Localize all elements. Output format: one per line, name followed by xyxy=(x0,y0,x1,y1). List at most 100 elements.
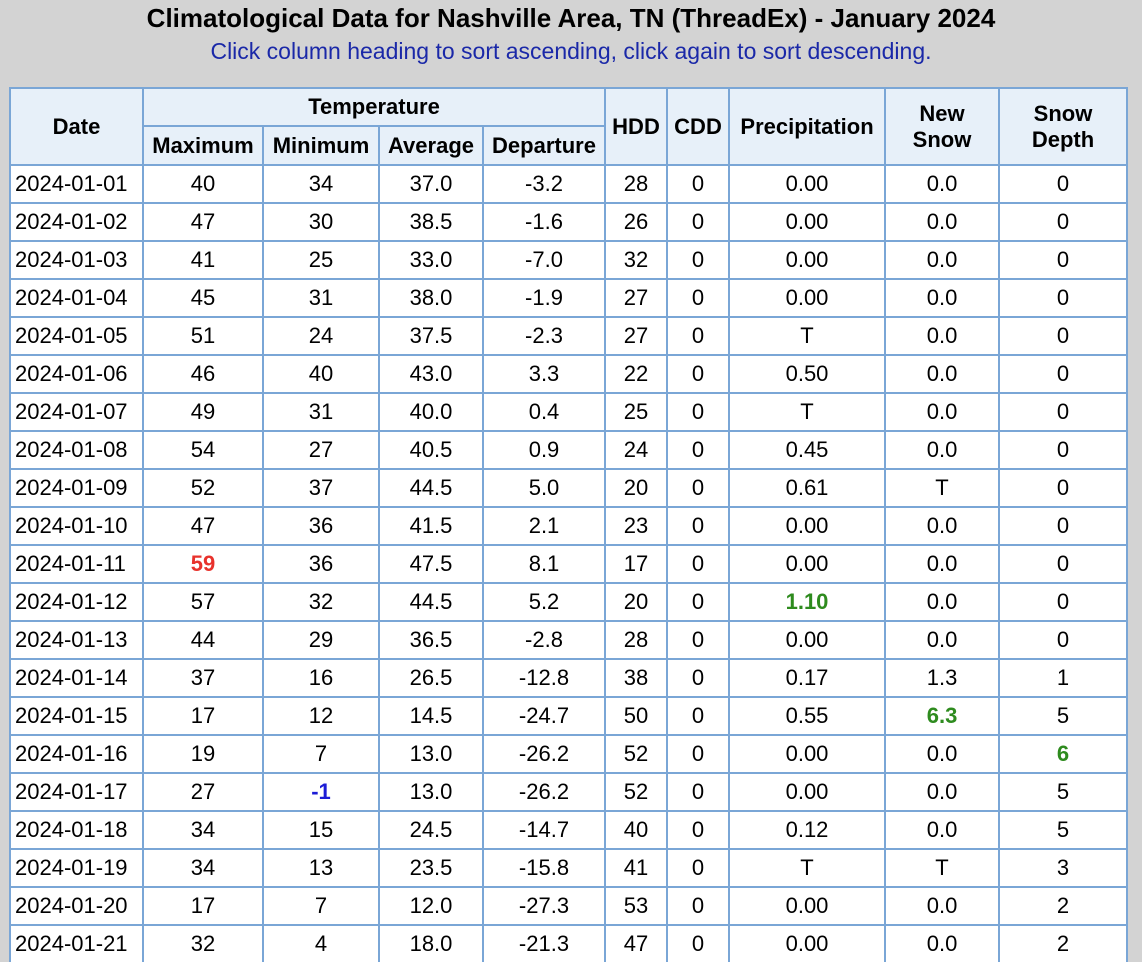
cell-cdd: 0 xyxy=(666,810,731,850)
table-row: 2024-01-21 32 4 18.0 -21.3 47 0 0.00 0.0 2 xyxy=(9,924,1129,962)
header-snow-depth-line2: Depth xyxy=(1031,126,1095,152)
cell-minimum: 30 xyxy=(262,202,380,242)
header-date[interactable]: Date xyxy=(9,87,144,166)
cell-hdd: 53 xyxy=(604,886,669,926)
cell-date: 2024-01-06 xyxy=(9,354,144,394)
cell-average: 36.5 xyxy=(378,620,484,660)
cell-cdd: 0 xyxy=(666,620,731,660)
cell-cdd: 0 xyxy=(666,886,731,926)
cell-maximum: 19 xyxy=(142,734,264,774)
header-maximum[interactable]: Maximum xyxy=(142,125,264,166)
cell-precipitation: 0.00 xyxy=(728,924,887,962)
cell-minimum: 34 xyxy=(262,164,380,204)
cell-precipitation: 0.00 xyxy=(728,240,887,280)
cell-precipitation: 0.00 xyxy=(728,544,887,584)
cell-average: 40.5 xyxy=(378,430,484,470)
cell-cdd: 0 xyxy=(666,316,731,356)
cell-departure: -24.7 xyxy=(481,696,607,736)
cell-minimum: 13 xyxy=(262,848,380,888)
header-cdd[interactable]: CDD xyxy=(666,87,731,166)
cell-snow-depth: 0 xyxy=(998,392,1129,432)
cell-departure: -15.8 xyxy=(481,848,607,888)
header-temperature-group: Temperature xyxy=(141,87,607,127)
cell-cdd: 0 xyxy=(666,772,731,812)
cell-cdd: 0 xyxy=(666,202,731,242)
header-average[interactable]: Average xyxy=(378,125,484,166)
cell-maximum: 17 xyxy=(142,886,264,926)
cell-new-snow: 0.0 xyxy=(884,620,1001,660)
cell-precipitation: T xyxy=(728,392,887,432)
cell-maximum: 47 xyxy=(142,506,264,546)
cell-date: 2024-01-20 xyxy=(9,886,144,926)
cell-new-snow: 0.0 xyxy=(884,582,1001,622)
cell-precipitation: T xyxy=(728,316,887,356)
header-departure[interactable]: Departure xyxy=(481,125,607,166)
cell-maximum: 46 xyxy=(142,354,264,394)
cell-hdd: 38 xyxy=(604,658,669,698)
cell-snow-depth: 5 xyxy=(998,810,1129,850)
cell-cdd: 0 xyxy=(666,468,731,508)
table-row: 2024-01-14 37 16 26.5 -12.8 38 0 0.17 1.3 1 xyxy=(9,658,1129,698)
cell-average: 23.5 xyxy=(378,848,484,888)
table-row: 2024-01-15 17 12 14.5 -24.7 50 0 0.55 6.3 5 xyxy=(9,696,1129,736)
cell-hdd: 23 xyxy=(604,506,669,546)
cell-snow-depth: 0 xyxy=(998,544,1129,584)
cell-departure: -27.3 xyxy=(481,886,607,926)
cell-departure: 8.1 xyxy=(481,544,607,584)
cell-new-snow: 1.3 xyxy=(884,658,1001,698)
header-hdd[interactable]: HDD xyxy=(604,87,669,166)
cell-snow-depth: 3 xyxy=(998,848,1129,888)
cell-average: 24.5 xyxy=(378,810,484,850)
cell-departure: -1.6 xyxy=(481,202,607,242)
cell-new-snow: T xyxy=(884,468,1001,508)
cell-average: 40.0 xyxy=(378,392,484,432)
cell-new-snow: 0.0 xyxy=(884,544,1001,584)
cell-cdd: 0 xyxy=(666,392,731,432)
header-precipitation[interactable]: Precipitation xyxy=(728,87,887,166)
cell-date: 2024-01-15 xyxy=(9,696,144,736)
cell-maximum: 40 xyxy=(142,164,264,204)
cell-minimum: 7 xyxy=(262,734,380,774)
cell-minimum: 31 xyxy=(262,392,380,432)
cell-new-snow: 0.0 xyxy=(884,240,1001,280)
cell-maximum: 17 xyxy=(142,696,264,736)
cell-maximum: 44 xyxy=(142,620,264,660)
cell-departure: -26.2 xyxy=(481,772,607,812)
page-title: Climatological Data for Nashville Area, … xyxy=(146,3,996,33)
cell-new-snow: 0.0 xyxy=(884,506,1001,546)
cell-hdd: 17 xyxy=(604,544,669,584)
cell-new-snow: 0.0 xyxy=(884,316,1001,356)
table-row: 2024-01-11 59 36 47.5 8.1 17 0 0.00 0.0 0 xyxy=(9,544,1129,584)
table-row: 2024-01-18 34 15 24.5 -14.7 40 0 0.12 0.0 5 xyxy=(9,810,1129,850)
cell-date: 2024-01-02 xyxy=(9,202,144,242)
cell-precipitation: T xyxy=(728,848,887,888)
cell-snow-depth: 5 xyxy=(998,772,1129,812)
cell-departure: -2.8 xyxy=(481,620,607,660)
table-row: 2024-01-06 46 40 43.0 3.3 22 0 0.50 0.0 0 xyxy=(9,354,1129,394)
cell-date: 2024-01-17 xyxy=(9,772,144,812)
cell-average: 33.0 xyxy=(378,240,484,280)
cell-minimum: -1 xyxy=(262,772,380,812)
cell-hdd: 22 xyxy=(604,354,669,394)
table-row: 2024-01-08 54 27 40.5 0.9 24 0 0.45 0.0 0 xyxy=(9,430,1129,470)
cell-average: 47.5 xyxy=(378,544,484,584)
cell-minimum: 36 xyxy=(262,506,380,546)
cell-average: 37.5 xyxy=(378,316,484,356)
cell-average: 43.0 xyxy=(378,354,484,394)
header-new-snow[interactable]: New Snow xyxy=(884,87,1001,166)
header-snow-depth[interactable]: Snow Depth xyxy=(998,87,1129,166)
cell-cdd: 0 xyxy=(666,544,731,584)
cell-maximum: 57 xyxy=(142,582,264,622)
header-snow-depth-line1: Snow xyxy=(1033,100,1093,126)
table-row: 2024-01-16 19 7 13.0 -26.2 52 0 0.00 0.0 6 xyxy=(9,734,1129,774)
header-minimum[interactable]: Minimum xyxy=(262,125,380,166)
cell-snow-depth: 0 xyxy=(998,164,1129,204)
cell-minimum: 4 xyxy=(262,924,380,962)
cell-average: 37.0 xyxy=(378,164,484,204)
cell-date: 2024-01-05 xyxy=(9,316,144,356)
cell-date: 2024-01-13 xyxy=(9,620,144,660)
cell-cdd: 0 xyxy=(666,696,731,736)
cell-maximum: 37 xyxy=(142,658,264,698)
cell-new-snow: 0.0 xyxy=(884,924,1001,962)
cell-date: 2024-01-04 xyxy=(9,278,144,318)
